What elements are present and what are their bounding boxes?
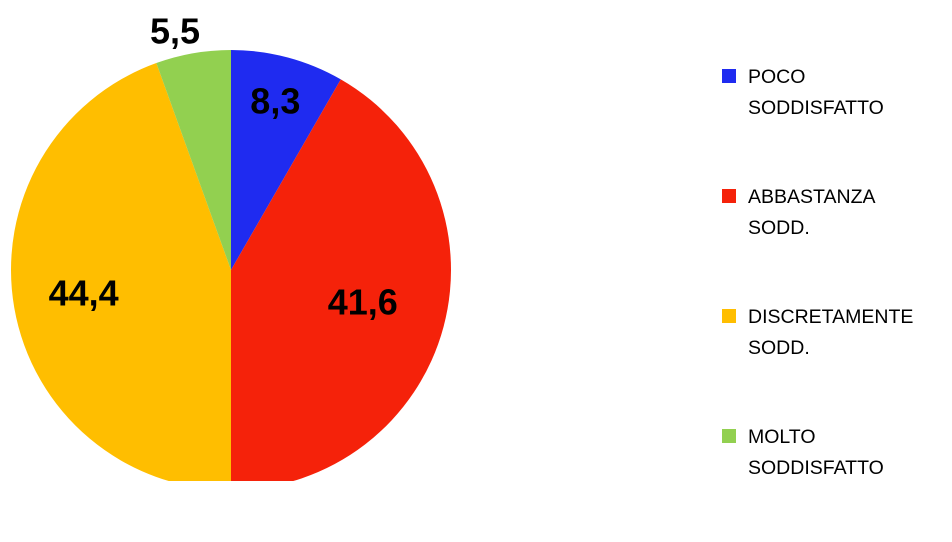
legend-item-4: MOLTO SODDISFATTO	[720, 422, 952, 542]
legend-label-line: SODDISFATTO	[748, 97, 884, 119]
legend-swatch-3	[722, 309, 736, 323]
legend-item-2: ABBASTANZA SODD.	[720, 182, 952, 302]
pie-slice-1	[231, 50, 341, 270]
legend-label-line: SODDISFATTO	[748, 457, 884, 479]
data-label-1: 8,3	[250, 81, 300, 122]
legend-label-line: DISCRETAMENTE	[748, 306, 914, 328]
pie-slice-4	[156, 50, 231, 270]
legend-swatch-1	[722, 69, 736, 83]
pie-slice-2	[231, 79, 451, 481]
legend-label-line: MOLTO	[748, 426, 816, 448]
data-label-3: 44,4	[49, 272, 119, 313]
legend-label-2: ABBASTANZA SODD.	[748, 182, 876, 244]
legend-label-line: ABBASTANZA	[748, 186, 876, 208]
legend-label-1: POCO SODDISFATTO	[748, 62, 884, 124]
legend-item-3: DISCRETAMENTE SODD.	[720, 302, 952, 422]
legend-label-4: MOLTO SODDISFATTO	[748, 422, 884, 484]
legend-label-line: SODD.	[748, 337, 810, 359]
legend-label-3: DISCRETAMENTE SODD.	[748, 302, 913, 364]
legend-label-line: SODD.	[748, 217, 810, 239]
legend-swatch-4	[722, 429, 736, 443]
data-label-2: 41,6	[328, 282, 398, 323]
pie-chart: 8,3 41,6 44,4 5,5 POCO SODDISFATTO ABBASTANZA…	[11, 11, 913, 481]
pie-chart-plot: 8,3 41,6 44,4 5,5	[11, 11, 451, 481]
legend-label-line: POCO	[748, 66, 806, 88]
legend: POCO SODDISFATTO ABBASTANZA SODD. DISCRETAME…	[720, 62, 952, 542]
pie-slice-3	[11, 63, 231, 481]
legend-swatch-2	[722, 189, 736, 203]
legend-item-1: POCO SODDISFATTO	[720, 62, 952, 182]
data-label-4: 5,5	[150, 11, 200, 52]
